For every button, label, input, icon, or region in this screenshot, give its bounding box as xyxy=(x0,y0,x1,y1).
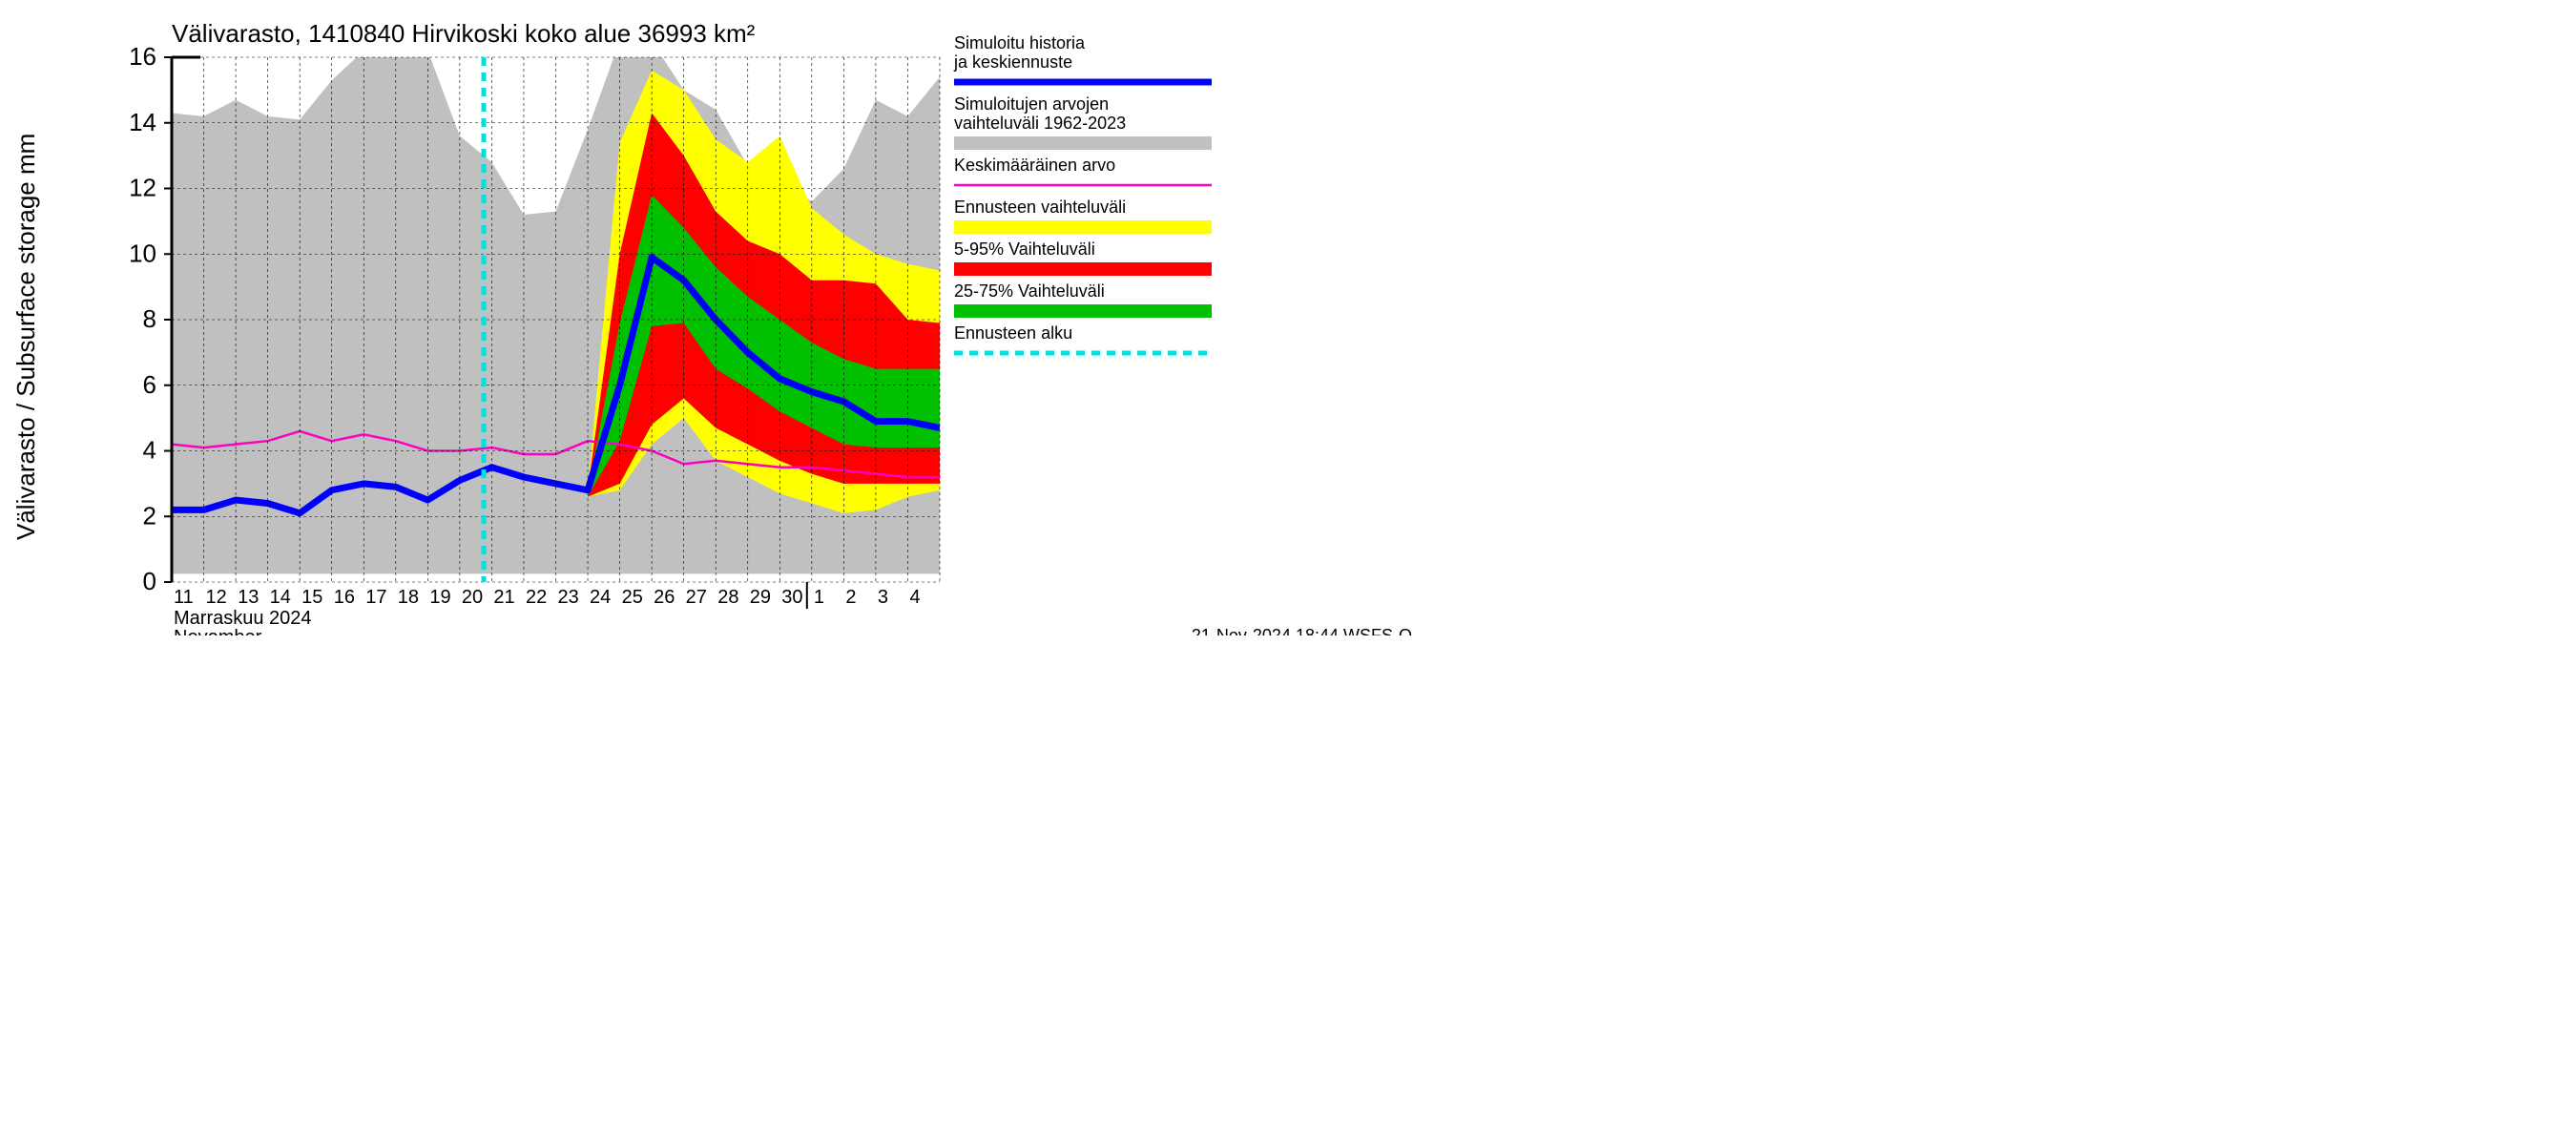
xtick-label: 12 xyxy=(206,587,227,608)
legend-swatch xyxy=(954,136,1212,150)
legend-swatch xyxy=(954,304,1212,318)
legend-label: ja keskiennuste xyxy=(953,52,1072,72)
ytick-label: 0 xyxy=(143,567,156,595)
xtick-label: 20 xyxy=(462,587,483,608)
legend-label: Simuloitujen arvojen xyxy=(954,94,1109,114)
xtick-label: 23 xyxy=(558,587,579,608)
xtick-label: 1 xyxy=(814,587,824,608)
xtick-label: 15 xyxy=(301,587,322,608)
ytick-label: 16 xyxy=(129,42,156,71)
legend-swatch xyxy=(954,262,1212,276)
xtick-label: 17 xyxy=(365,587,386,608)
legend-label: 25-75% Vaihteluväli xyxy=(954,281,1105,301)
ytick-label: 10 xyxy=(129,239,156,267)
month-label-en: November xyxy=(174,627,262,635)
xtick-label: 16 xyxy=(334,587,355,608)
chart-title: Välivarasto, 1410840 Hirvikoski koko alu… xyxy=(172,19,756,48)
ytick-label: 6 xyxy=(143,370,156,399)
xtick-label: 30 xyxy=(781,587,802,608)
ytick-label: 4 xyxy=(143,436,156,465)
xtick-label: 26 xyxy=(654,587,675,608)
xtick-label: 4 xyxy=(909,587,920,608)
xtick-label: 29 xyxy=(750,587,771,608)
xtick-label: 27 xyxy=(686,587,707,608)
xtick-label: 19 xyxy=(429,587,450,608)
xtick-label: 2 xyxy=(845,587,856,608)
ytick-label: 14 xyxy=(129,108,156,136)
xtick-label: 18 xyxy=(398,587,419,608)
xtick-label: 25 xyxy=(622,587,643,608)
xtick-label: 3 xyxy=(878,587,888,608)
legend-label: vaihteluväli 1962-2023 xyxy=(954,114,1126,133)
legend-label: Keskimääräinen arvo xyxy=(954,156,1115,175)
xtick-label: 22 xyxy=(526,587,547,608)
hydrograph-chart: 0246810121416111213141516171819202122232… xyxy=(0,0,1431,635)
xtick-label: 14 xyxy=(270,587,291,608)
ytick-label: 2 xyxy=(143,501,156,530)
xtick-label: 21 xyxy=(493,587,514,608)
legend-label: 5-95% Vaihteluväli xyxy=(954,239,1095,259)
ytick-label: 12 xyxy=(129,174,156,202)
month-label-fi: Marraskuu 2024 xyxy=(174,608,312,629)
xtick-label: 11 xyxy=(174,587,194,608)
legend-label: Ennusteen vaihteluväli xyxy=(954,198,1126,217)
legend-label: Simuloitu historia xyxy=(954,33,1086,52)
xtick-label: 13 xyxy=(238,587,259,608)
legend-label: Ennusteen alku xyxy=(954,323,1072,343)
xtick-label: 28 xyxy=(717,587,738,608)
ytick-label: 8 xyxy=(143,304,156,333)
y-axis-label: Välivarasto / Subsurface storage mm xyxy=(11,134,40,540)
footer-timestamp: 21-Nov-2024 18:44 WSFS-O xyxy=(1192,626,1412,635)
xtick-label: 24 xyxy=(590,587,611,608)
legend-swatch xyxy=(954,220,1212,234)
